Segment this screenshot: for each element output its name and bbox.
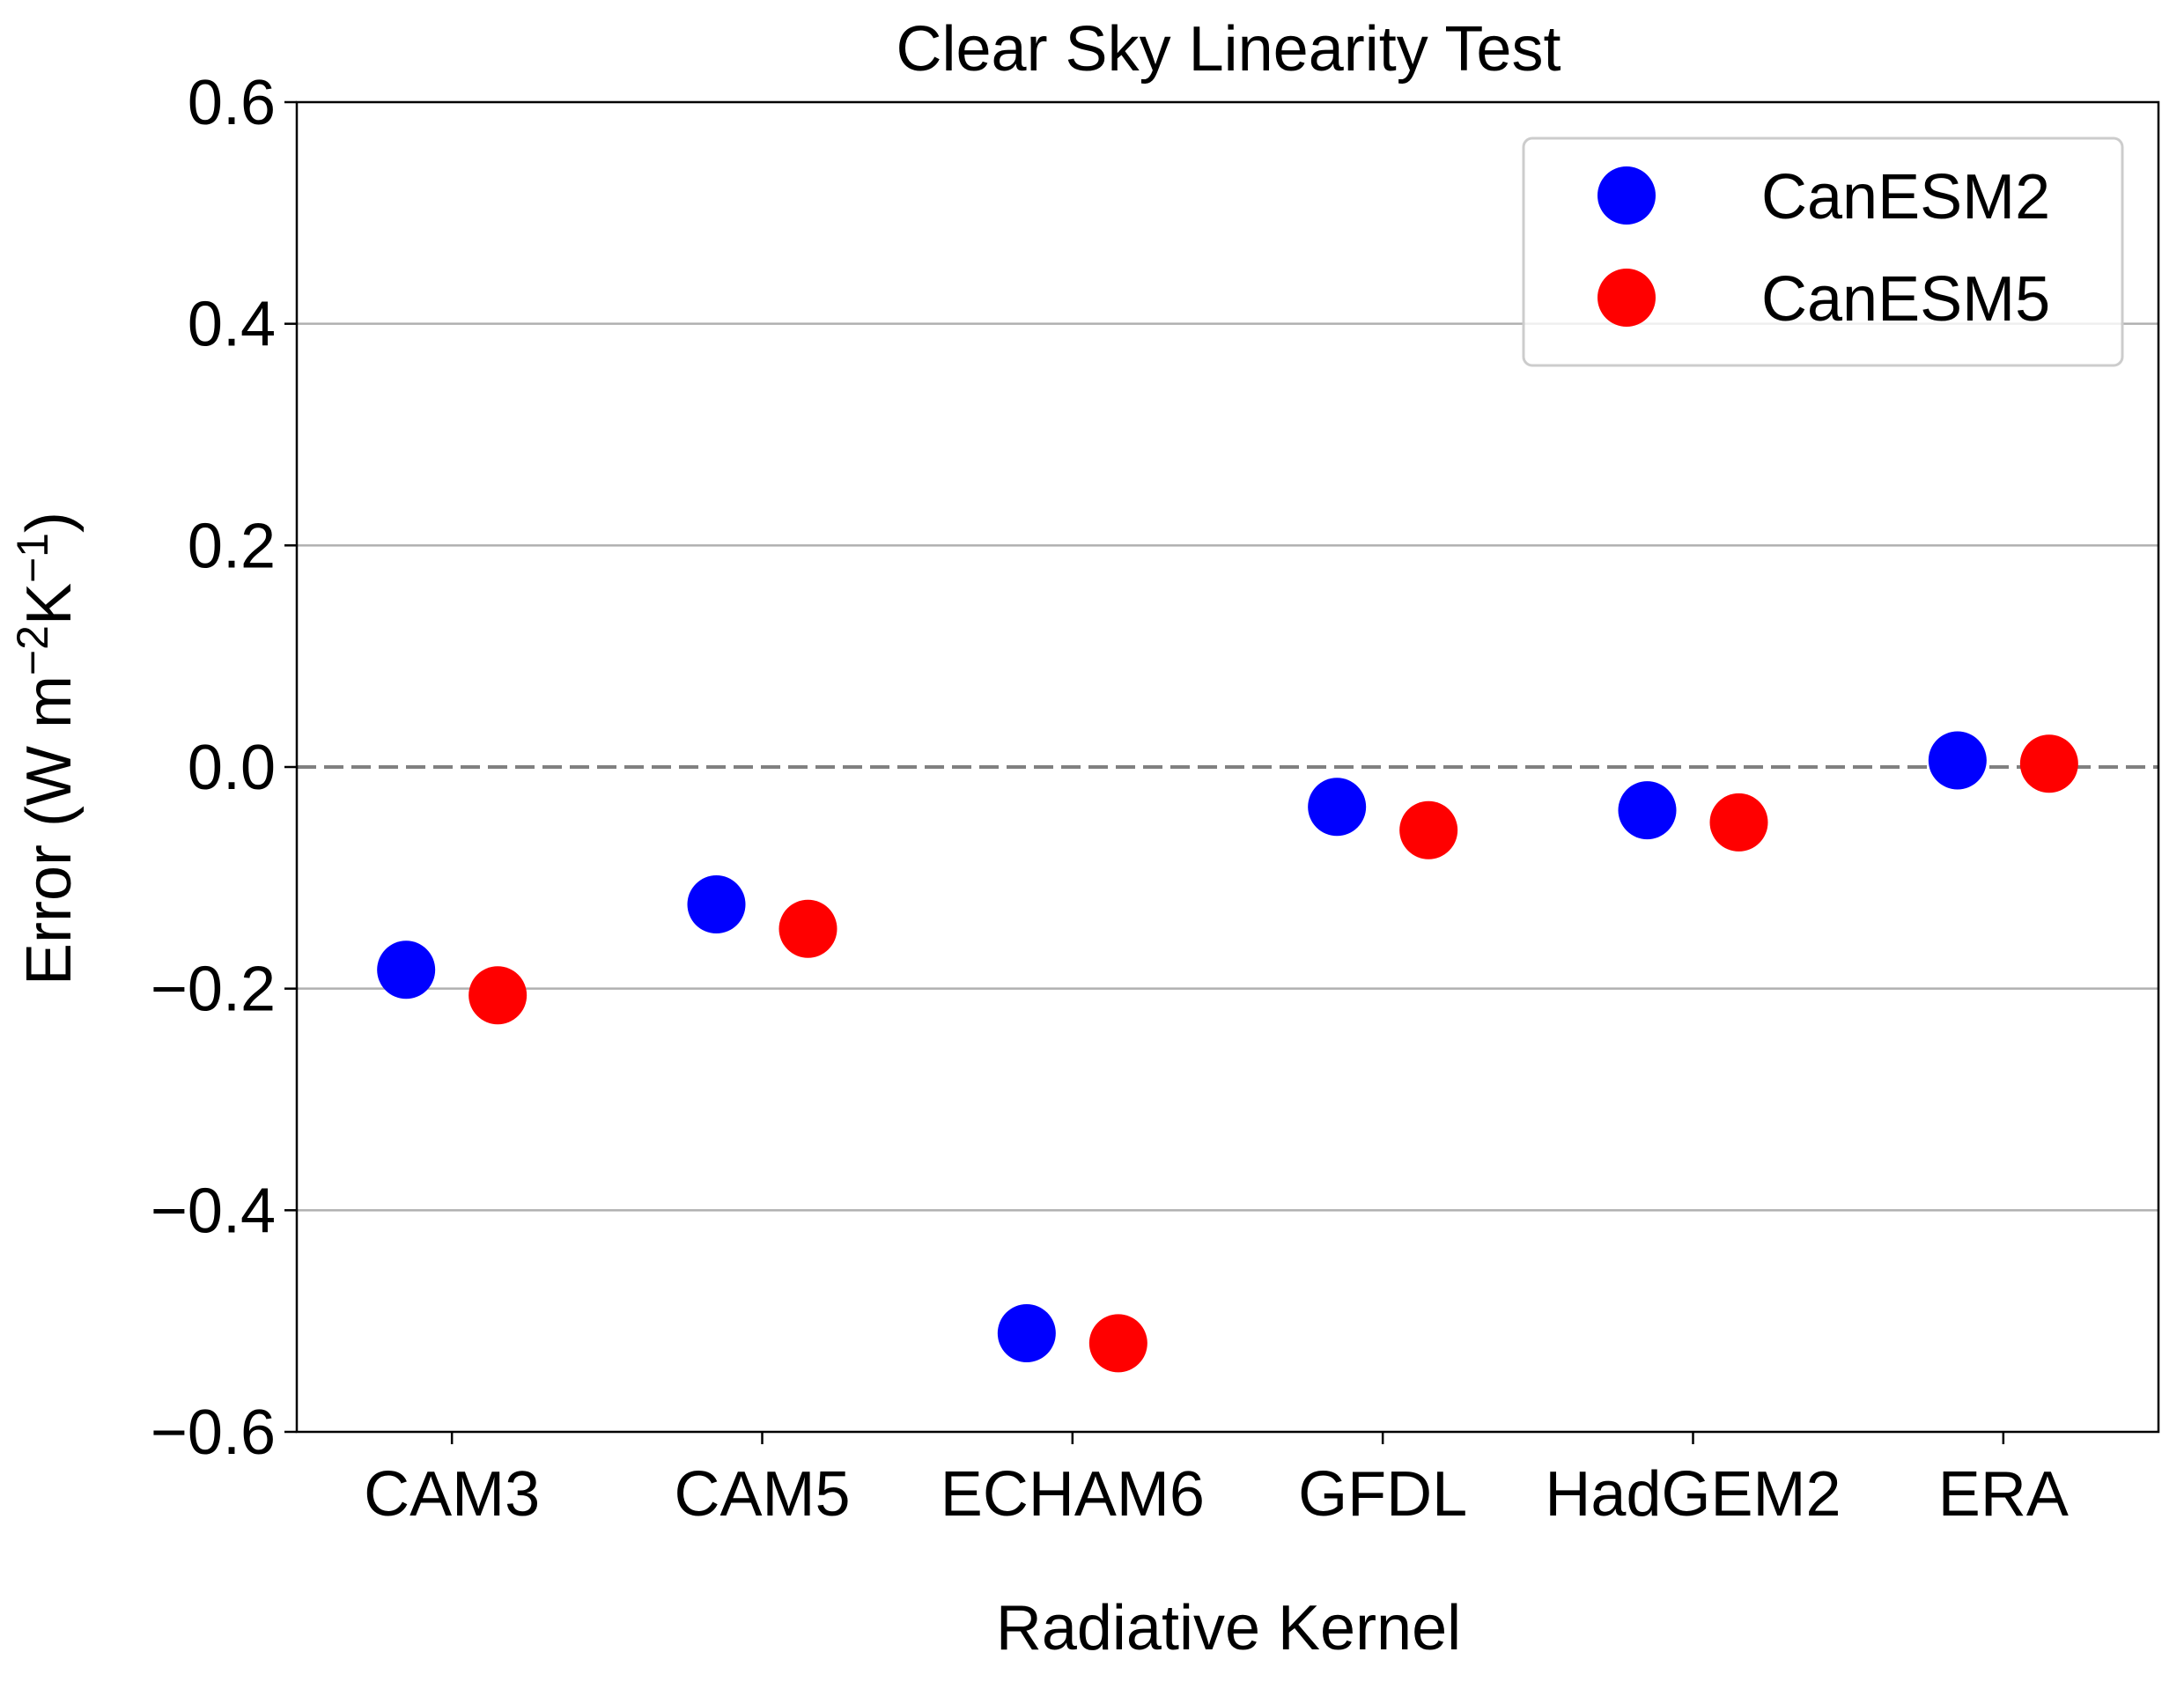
y-axis-label-main: Error (W m xyxy=(14,675,85,985)
x-axis: CAM3 CAM5 ECHAM6 GFDL HadGEM2 ERA xyxy=(364,1432,2069,1530)
y-axis-label-end: ) xyxy=(14,512,85,533)
y-tick-label: −0.6 xyxy=(151,1398,276,1468)
y-axis-label-sup2: −1 xyxy=(8,533,57,583)
y-axis-label-sup1: −2 xyxy=(8,625,57,675)
data-point-canesm2 xyxy=(997,1304,1056,1363)
data-point-canesm5 xyxy=(2019,734,2078,793)
legend-marker-canesm5 xyxy=(1597,269,1656,327)
legend: CanESM2 CanESM5 xyxy=(1522,136,2124,367)
legend-frame xyxy=(1522,136,2124,367)
y-axis-label-mid: K xyxy=(14,583,85,625)
grid-lines xyxy=(297,322,2158,1212)
data-point-canesm5 xyxy=(469,966,528,1025)
y-tick-label: −0.2 xyxy=(151,955,276,1025)
data-point-canesm2 xyxy=(1618,781,1677,840)
data-point-canesm5 xyxy=(778,899,837,958)
legend-label-canesm5: CanESM5 xyxy=(1761,264,2050,335)
data-point-canesm2 xyxy=(377,940,436,999)
x-axis-label: Radiative Kernel xyxy=(996,1593,1461,1663)
x-tick-label: HadGEM2 xyxy=(1545,1459,1841,1530)
x-tick-label: CAM5 xyxy=(674,1459,850,1530)
data-point-canesm5 xyxy=(1399,800,1458,859)
legend-label-canesm2: CanESM2 xyxy=(1761,162,2050,232)
y-axis: −0.6 −0.4 −0.2 0.0 0.2 0.4 0.6 xyxy=(151,68,297,1468)
data-point-canesm2 xyxy=(1928,731,1987,790)
data-point-canesm5 xyxy=(1088,1314,1147,1373)
x-tick-label: ERA xyxy=(1938,1459,2069,1530)
data-point-canesm5 xyxy=(1709,793,1768,852)
y-axis-label: Error (W m−2K−1) xyxy=(8,512,85,985)
y-tick-label: 0.0 xyxy=(188,733,276,803)
data-points xyxy=(377,731,2078,1373)
x-tick-label: ECHAM6 xyxy=(941,1459,1205,1530)
y-tick-label: 0.4 xyxy=(188,290,276,360)
legend-marker-canesm2 xyxy=(1597,166,1656,225)
data-point-canesm2 xyxy=(687,875,746,934)
y-tick-label: 0.6 xyxy=(188,68,276,138)
chart-title: Clear Sky Linearity Test xyxy=(896,14,1561,85)
x-tick-label: CAM3 xyxy=(364,1459,540,1530)
data-point-canesm2 xyxy=(1308,778,1367,837)
y-tick-label: −0.4 xyxy=(151,1176,276,1246)
y-tick-label: 0.2 xyxy=(188,511,276,581)
x-tick-label: GFDL xyxy=(1298,1459,1467,1530)
